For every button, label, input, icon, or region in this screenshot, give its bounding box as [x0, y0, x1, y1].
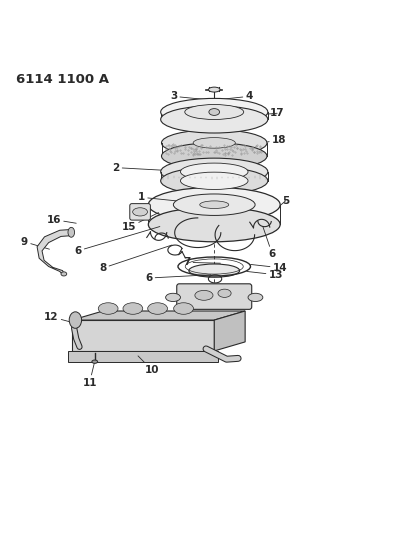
Ellipse shape — [161, 158, 268, 185]
Ellipse shape — [209, 109, 220, 116]
Ellipse shape — [161, 106, 268, 133]
Text: 1: 1 — [138, 192, 194, 203]
Ellipse shape — [166, 293, 180, 302]
Ellipse shape — [180, 163, 248, 180]
Ellipse shape — [208, 87, 220, 92]
FancyBboxPatch shape — [130, 204, 150, 220]
Ellipse shape — [161, 167, 268, 195]
Text: 12: 12 — [44, 312, 79, 324]
Text: 9: 9 — [21, 237, 49, 249]
Ellipse shape — [148, 207, 280, 242]
Text: 16: 16 — [47, 214, 76, 224]
Ellipse shape — [162, 130, 267, 156]
Ellipse shape — [173, 194, 255, 215]
Ellipse shape — [180, 172, 248, 189]
Text: 6: 6 — [145, 273, 211, 283]
Text: 15: 15 — [122, 213, 159, 232]
Text: 6: 6 — [263, 227, 276, 259]
Ellipse shape — [248, 293, 263, 302]
Ellipse shape — [161, 99, 268, 126]
Ellipse shape — [68, 228, 75, 237]
Ellipse shape — [200, 201, 229, 208]
Ellipse shape — [133, 208, 147, 216]
Text: 4: 4 — [222, 91, 253, 101]
Ellipse shape — [148, 188, 280, 222]
Text: 18: 18 — [267, 135, 286, 144]
Text: 13: 13 — [247, 270, 283, 280]
Text: 5: 5 — [280, 196, 290, 206]
Polygon shape — [72, 311, 245, 320]
Text: 8: 8 — [99, 245, 172, 273]
Ellipse shape — [193, 138, 235, 148]
Polygon shape — [68, 351, 218, 362]
Text: 7: 7 — [183, 257, 220, 268]
Ellipse shape — [218, 289, 231, 297]
Ellipse shape — [189, 264, 240, 277]
Polygon shape — [214, 311, 245, 351]
Polygon shape — [72, 320, 214, 351]
FancyBboxPatch shape — [177, 284, 252, 309]
Ellipse shape — [173, 303, 194, 314]
Text: 3: 3 — [170, 91, 211, 101]
Text: 2: 2 — [112, 163, 161, 173]
Ellipse shape — [195, 290, 213, 300]
Ellipse shape — [147, 303, 167, 314]
Ellipse shape — [123, 303, 143, 314]
Ellipse shape — [185, 104, 243, 119]
Text: 11: 11 — [82, 361, 97, 387]
Ellipse shape — [98, 303, 118, 314]
Text: 6: 6 — [74, 227, 160, 256]
Polygon shape — [37, 229, 72, 276]
Text: 10: 10 — [138, 356, 159, 375]
Text: 14: 14 — [250, 263, 287, 273]
Ellipse shape — [162, 143, 267, 169]
Ellipse shape — [92, 360, 98, 364]
Ellipse shape — [61, 272, 67, 276]
Text: 6114 1100 A: 6114 1100 A — [16, 73, 110, 86]
Ellipse shape — [69, 312, 82, 328]
Text: 17: 17 — [268, 108, 284, 118]
